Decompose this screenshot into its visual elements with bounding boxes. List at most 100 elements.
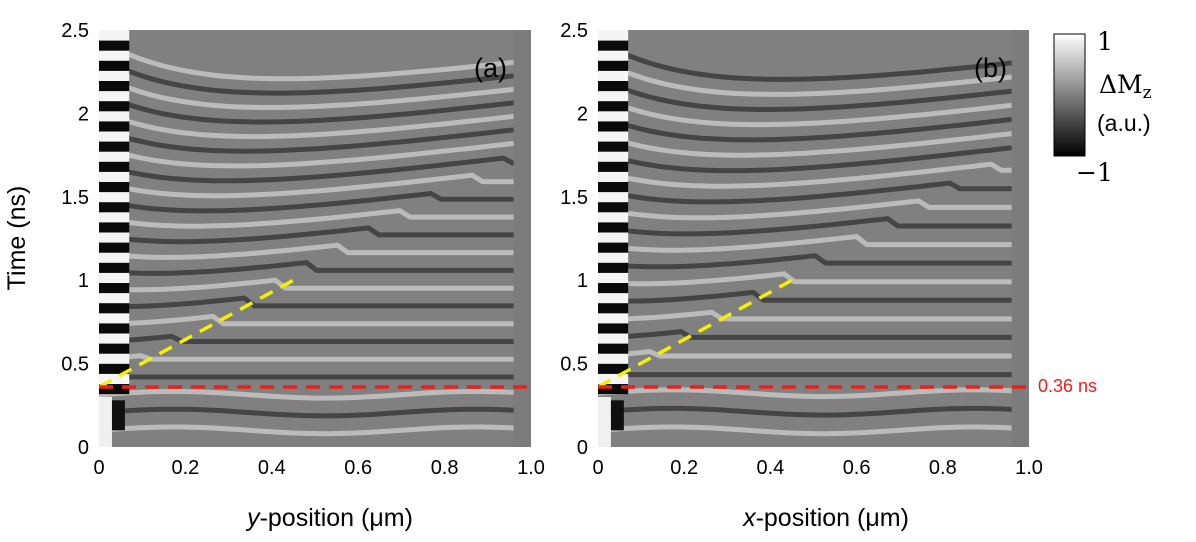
panel-a-onset-band: [111, 400, 125, 431]
panel-b-y-tick-label: 0.5: [560, 354, 588, 376]
panel-b-edge-cell: [598, 80, 629, 92]
panel-b-wave-stripe: [598, 180, 1012, 205]
panel-a-edge-cell: [99, 282, 130, 294]
panel-b-edge-cell: [598, 373, 629, 385]
panel-b-edge-cell: [598, 50, 629, 61]
panel-b-y-tick-label: 2: [577, 103, 588, 125]
panel-a-y-tick-label: 0: [78, 437, 89, 459]
panel-b-wave-stripe: [598, 75, 1013, 112]
panel-a-wave-stripe: [99, 172, 514, 199]
panel-a-edge-cell: [99, 363, 130, 374]
colorbar-min-label: −1: [1076, 158, 1113, 187]
panel-b-wave-stripe: [598, 329, 1012, 340]
panel-a-y-tick-label: 0.5: [61, 354, 89, 376]
panel-a-edge-cell: [99, 252, 130, 263]
panel-b-wave-stripe: [598, 369, 1012, 378]
panel-b-edge-cell: [598, 110, 629, 122]
panel-b-edge-cell: [598, 232, 629, 243]
panel-b-edge-cell: [598, 272, 629, 284]
panel-a-edge-cell: [99, 232, 130, 243]
panel-a-wave-stripe: [99, 353, 514, 362]
panel-a-wave-stripe: [99, 190, 514, 214]
panel-b-edge-cell: [598, 151, 629, 162]
panel-a-edge-cell: [99, 201, 130, 213]
panel-a-edge-cell: [99, 221, 130, 233]
panel-b-x-axis-label: x-position (μm): [742, 504, 909, 532]
panel-b-edge-cell: [598, 252, 629, 263]
panel-a-x-tick-label: 0.4: [258, 457, 286, 479]
panel-a-edge-cell: [99, 70, 130, 82]
panel-b-edge-cell: [598, 312, 629, 324]
panel-b-edge-cell: [598, 383, 629, 395]
panel-a-x-axis-label: y-position (μm): [245, 504, 413, 532]
panel-a-edge-cell: [99, 211, 130, 223]
panel-a-edge-cell: [99, 292, 130, 304]
panel-a-edge-cell: [99, 242, 130, 253]
panel-b-edge-cell: [598, 211, 629, 223]
panel-b-edge-cell: [598, 120, 629, 132]
panel-a-edge-cell: [99, 80, 130, 92]
panel-b-edge-cell: [598, 322, 629, 334]
panel-a-label: (a): [474, 53, 507, 83]
panel-a-wave-stripe: [99, 90, 514, 125]
panel-b-wave-stripe: [598, 387, 1012, 399]
panel-b-x-tick-label: 0.2: [670, 457, 698, 479]
panel-b-wave-stripe: [598, 289, 1012, 304]
panel-b-wave-stripe: [598, 56, 1013, 97]
panel-a-y-tick-label: 1.5: [61, 187, 89, 209]
panel-b-onset-band: [598, 396, 611, 447]
panel-b-onset-band: [610, 400, 624, 431]
panel-b-edge-cell: [598, 141, 629, 152]
panel-b-edge-cell: [598, 90, 629, 102]
panel-b-threshold-label: 0.36 ns: [1038, 376, 1097, 396]
panel-b-edge-cell: [598, 161, 629, 172]
panel-b-label: (b): [974, 53, 1007, 83]
panel-b-x-tick-label: 0.6: [843, 457, 871, 479]
panel-b-edge-cell: [598, 242, 629, 253]
panel-a-wave-stripe: [99, 54, 514, 96]
panel-b-edge-cell: [598, 100, 629, 112]
panel-b-edge-cell: [598, 201, 629, 213]
panel-a-wave-stripe: [99, 389, 514, 401]
panel-a-wave-stripe: [99, 406, 514, 419]
panel-b-edge-cell: [598, 282, 629, 294]
panel-a-edge-cell: [99, 171, 130, 183]
panel-b-wave-stripe: [598, 130, 1013, 158]
panel-b-wave-stripe: [598, 216, 1012, 237]
panel-a-edge-cell: [99, 120, 130, 132]
panel-b-padding-region: [1011, 30, 1029, 447]
panel-a-edge-cell: [99, 343, 130, 354]
colorbar-quantity-label: ΔMz: [1099, 70, 1152, 103]
y-axis-label: Time (ns): [3, 186, 31, 291]
panel-a-edge-cell: [99, 40, 130, 51]
panel-b-edge-cell: [598, 40, 629, 51]
colorbar-unit-label: (a.u.): [1097, 110, 1151, 136]
panel-a-wave-stripe: [99, 208, 514, 229]
panel-b-wave-stripe: [598, 349, 1012, 359]
panel-a-edge-cell: [99, 181, 130, 193]
panel-a-x-tick-label: 0.8: [431, 457, 459, 479]
panel-a-wave-stripe: [99, 125, 514, 154]
panel-a-x-tick-label: 0: [93, 457, 104, 479]
panel-a-wave-stripe: [99, 313, 514, 327]
panel-a-wave-stripe: [99, 108, 514, 140]
panel-a-y-tick-label: 2: [78, 103, 89, 125]
panel-a-edge-cell: [99, 302, 130, 314]
panel-b-y-tick-label: 0: [577, 437, 588, 459]
panel-b-wave-stripe: [598, 309, 1012, 322]
panel-a-edge-cell: [99, 373, 130, 385]
panel-a-onset-band: [99, 396, 112, 447]
panel-a-edge-cell: [99, 131, 130, 142]
panel-b-wave-stripe: [598, 424, 1012, 437]
panel-a-edge-cell: [99, 161, 130, 172]
panel-a-wave-stripe: [99, 373, 514, 380]
panel-b-edge-cell: [598, 171, 629, 183]
panel-b-y-tick-label: 2.5: [560, 20, 588, 42]
panel-a-edge-cell: [99, 90, 130, 102]
panel-b-edge-cell: [598, 221, 629, 233]
panel-b-edge-cell: [598, 333, 629, 344]
panel-a-wave-stripe: [99, 72, 514, 110]
panel-a-edge-cell: [99, 151, 130, 162]
panel-b-x-tick-label: 0.4: [756, 457, 784, 479]
panel-b-wave-stripe: [598, 405, 1012, 418]
